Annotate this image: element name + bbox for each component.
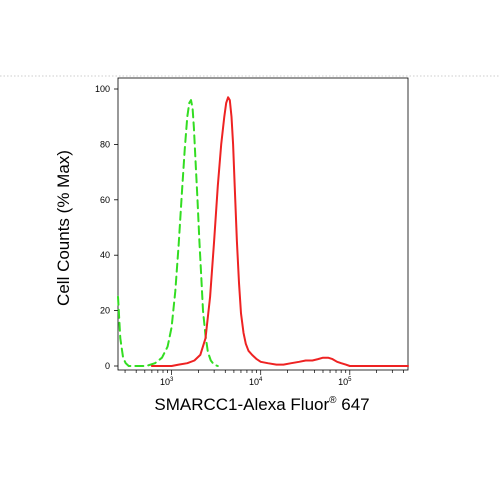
y-axis-title: Cell Counts (% Max) [54,150,73,306]
control-histogram-line [117,99,219,367]
y-tick-label: 100 [95,84,110,94]
x-axis-title: SMARCC1-Alexa Fluor® 647 [154,395,369,414]
x-axis-title-main: SMARCC1-Alexa Fluor [154,395,329,414]
plot-frame [117,77,409,371]
sample-histogram-line [150,96,409,367]
x-tick-base: 10 [338,377,348,387]
x-tick-exponent: 4 [259,377,263,383]
x-tick-exponent: 5 [348,377,352,383]
y-tick-label: 60 [100,195,110,205]
y-tick-label: 80 [100,139,110,149]
y-tick-label: 20 [100,306,110,316]
y-axis: 0 20 40 60 80 100 [95,84,118,371]
x-tick-base: 10 [160,377,170,387]
x-tick-label: 103 [160,377,174,387]
series-group [117,96,409,367]
x-tick-exponent: 3 [170,377,174,383]
y-tick-label: 0 [105,361,110,371]
x-tick-base: 10 [249,377,259,387]
x-axis-title-suffix: 647 [337,395,370,414]
x-tick-label: 105 [338,377,352,387]
x-tick-label: 104 [249,377,263,387]
x-axis: 103 104 105 [124,370,404,387]
y-tick-label: 40 [100,250,110,260]
x-axis-title-registered: ® [329,395,337,406]
